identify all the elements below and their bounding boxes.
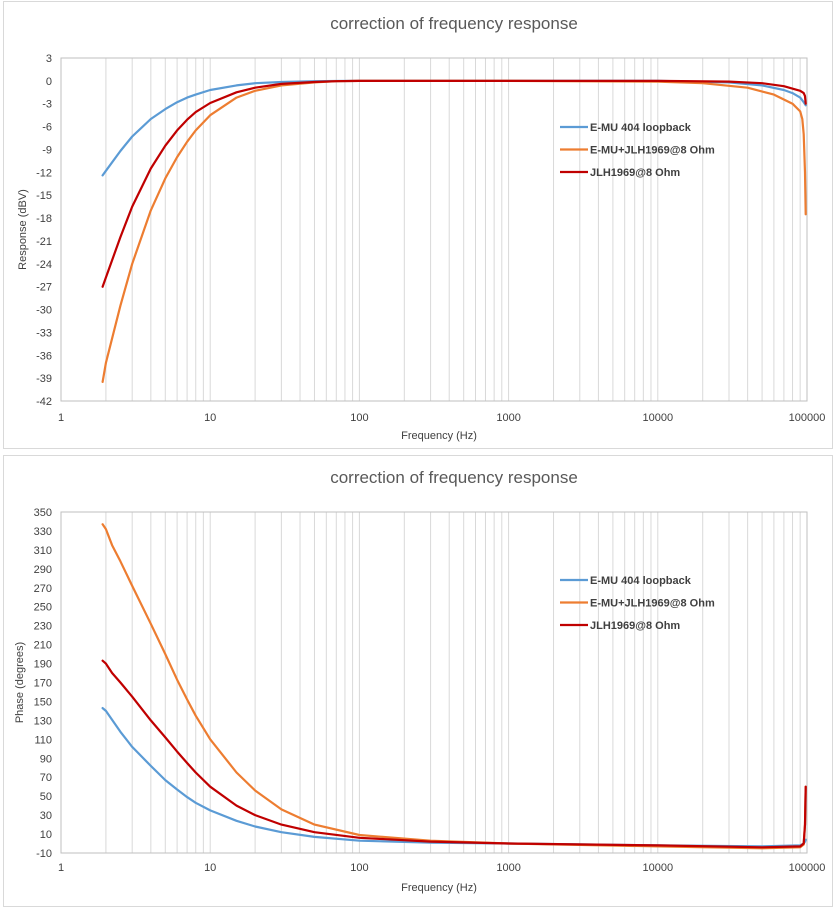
x-tick-label: 1000 — [496, 862, 520, 874]
y-tick-label: 250 — [34, 602, 52, 614]
series-line-1 — [101, 707, 807, 848]
y-tick-label: 50 — [40, 791, 52, 803]
phase-y-axis-label: Phase (degrees) — [14, 642, 26, 723]
y-tick-label: -18 — [36, 213, 52, 225]
phase-chart-title: correction of frequency response — [330, 468, 578, 487]
y-tick-label: 310 — [34, 545, 52, 557]
series-line-3 — [101, 79, 807, 288]
y-tick-label: 10 — [40, 829, 52, 841]
y-tick-label: -27 — [36, 282, 52, 294]
x-tick-label: 10 — [204, 862, 216, 874]
y-tick-label: 130 — [34, 715, 52, 727]
phase-chart: correction of frequency response 350 330 31… — [14, 468, 826, 894]
legend-label-3: JLH1969@8 Ohm — [590, 167, 680, 179]
y-tick-label: -10 — [36, 848, 52, 860]
response-legend: E-MU 404 loopback E-MU+JLH1969@8 Ohm JLH19… — [560, 122, 715, 179]
x-tick-label: 1 — [58, 412, 64, 424]
y-tick-label: 190 — [34, 659, 52, 671]
response-chart-title: correction of frequency response — [330, 14, 578, 33]
y-tick-label: 290 — [34, 564, 52, 576]
y-tick-label: 270 — [34, 583, 52, 595]
y-tick-label: -39 — [36, 373, 52, 385]
series-line-2 — [101, 523, 807, 850]
x-tick-label: 10000 — [643, 412, 674, 424]
x-tick-label: 100 — [350, 862, 368, 874]
y-tick-label: 90 — [40, 753, 52, 765]
legend-label-1: E-MU 404 loopback — [590, 575, 692, 587]
y-tick-label: 230 — [34, 621, 52, 633]
y-tick-label: 350 — [34, 507, 52, 519]
phase-chart-panel: correction of frequency response 350 330 31… — [3, 455, 833, 907]
response-gridlines — [60, 58, 808, 401]
phase-plot-area — [60, 511, 808, 854]
legend-label-2: E-MU+JLH1969@8 Ohm — [590, 598, 715, 610]
y-tick-label: -30 — [36, 305, 52, 317]
response-plot-area — [60, 57, 808, 402]
y-tick-label: 170 — [34, 678, 52, 690]
y-tick-label: 70 — [40, 772, 52, 784]
y-tick-label: 150 — [34, 696, 52, 708]
y-tick-label: 330 — [34, 526, 52, 538]
phase-gridlines — [60, 512, 808, 853]
y-tick-label: -42 — [36, 396, 52, 408]
response-chart: correction of frequency response 3 0 -3 -6 -9… — [17, 14, 826, 442]
y-tick-label: 3 — [46, 53, 52, 65]
x-tick-label: 100000 — [789, 862, 826, 874]
series-line-2 — [101, 79, 807, 383]
y-tick-label: -24 — [36, 259, 52, 271]
y-tick-label: -12 — [36, 167, 52, 179]
legend-label-2: E-MU+JLH1969@8 Ohm — [590, 145, 715, 157]
series-line-1 — [101, 79, 807, 177]
legend-label-3: JLH1969@8 Ohm — [590, 620, 680, 632]
y-tick-label: 210 — [34, 640, 52, 652]
y-tick-label: 0 — [46, 76, 52, 88]
y-tick-label: -36 — [36, 350, 52, 362]
x-tick-label: 10 — [204, 412, 216, 424]
x-tick-label: 1000 — [496, 412, 520, 424]
x-tick-label: 100 — [350, 412, 368, 424]
response-chart-panel: correction of frequency response 3 0 -3 -6 -9… — [3, 1, 833, 449]
series-line-3 — [101, 659, 807, 849]
y-tick-label: -3 — [42, 99, 52, 111]
y-tick-label: -6 — [42, 122, 52, 134]
x-tick-label: 100000 — [789, 412, 826, 424]
phase-legend: E-MU 404 loopback E-MU+JLH1969@8 Ohm JLH19… — [560, 575, 715, 632]
y-tick-label: 110 — [34, 734, 52, 746]
y-tick-label: -15 — [36, 190, 52, 202]
phase-x-axis-label: Frequency (Hz) — [401, 882, 477, 894]
y-tick-label: 30 — [40, 810, 52, 822]
y-tick-label: -9 — [42, 144, 52, 156]
legend-label-1: E-MU 404 loopback — [590, 122, 692, 134]
x-tick-label: 1 — [58, 862, 64, 874]
x-tick-label: 10000 — [643, 862, 674, 874]
y-tick-label: -21 — [36, 236, 52, 248]
response-y-axis-label: Response (dBV) — [17, 189, 29, 270]
response-x-axis-label: Frequency (Hz) — [401, 430, 477, 442]
y-tick-label: -33 — [36, 327, 52, 339]
